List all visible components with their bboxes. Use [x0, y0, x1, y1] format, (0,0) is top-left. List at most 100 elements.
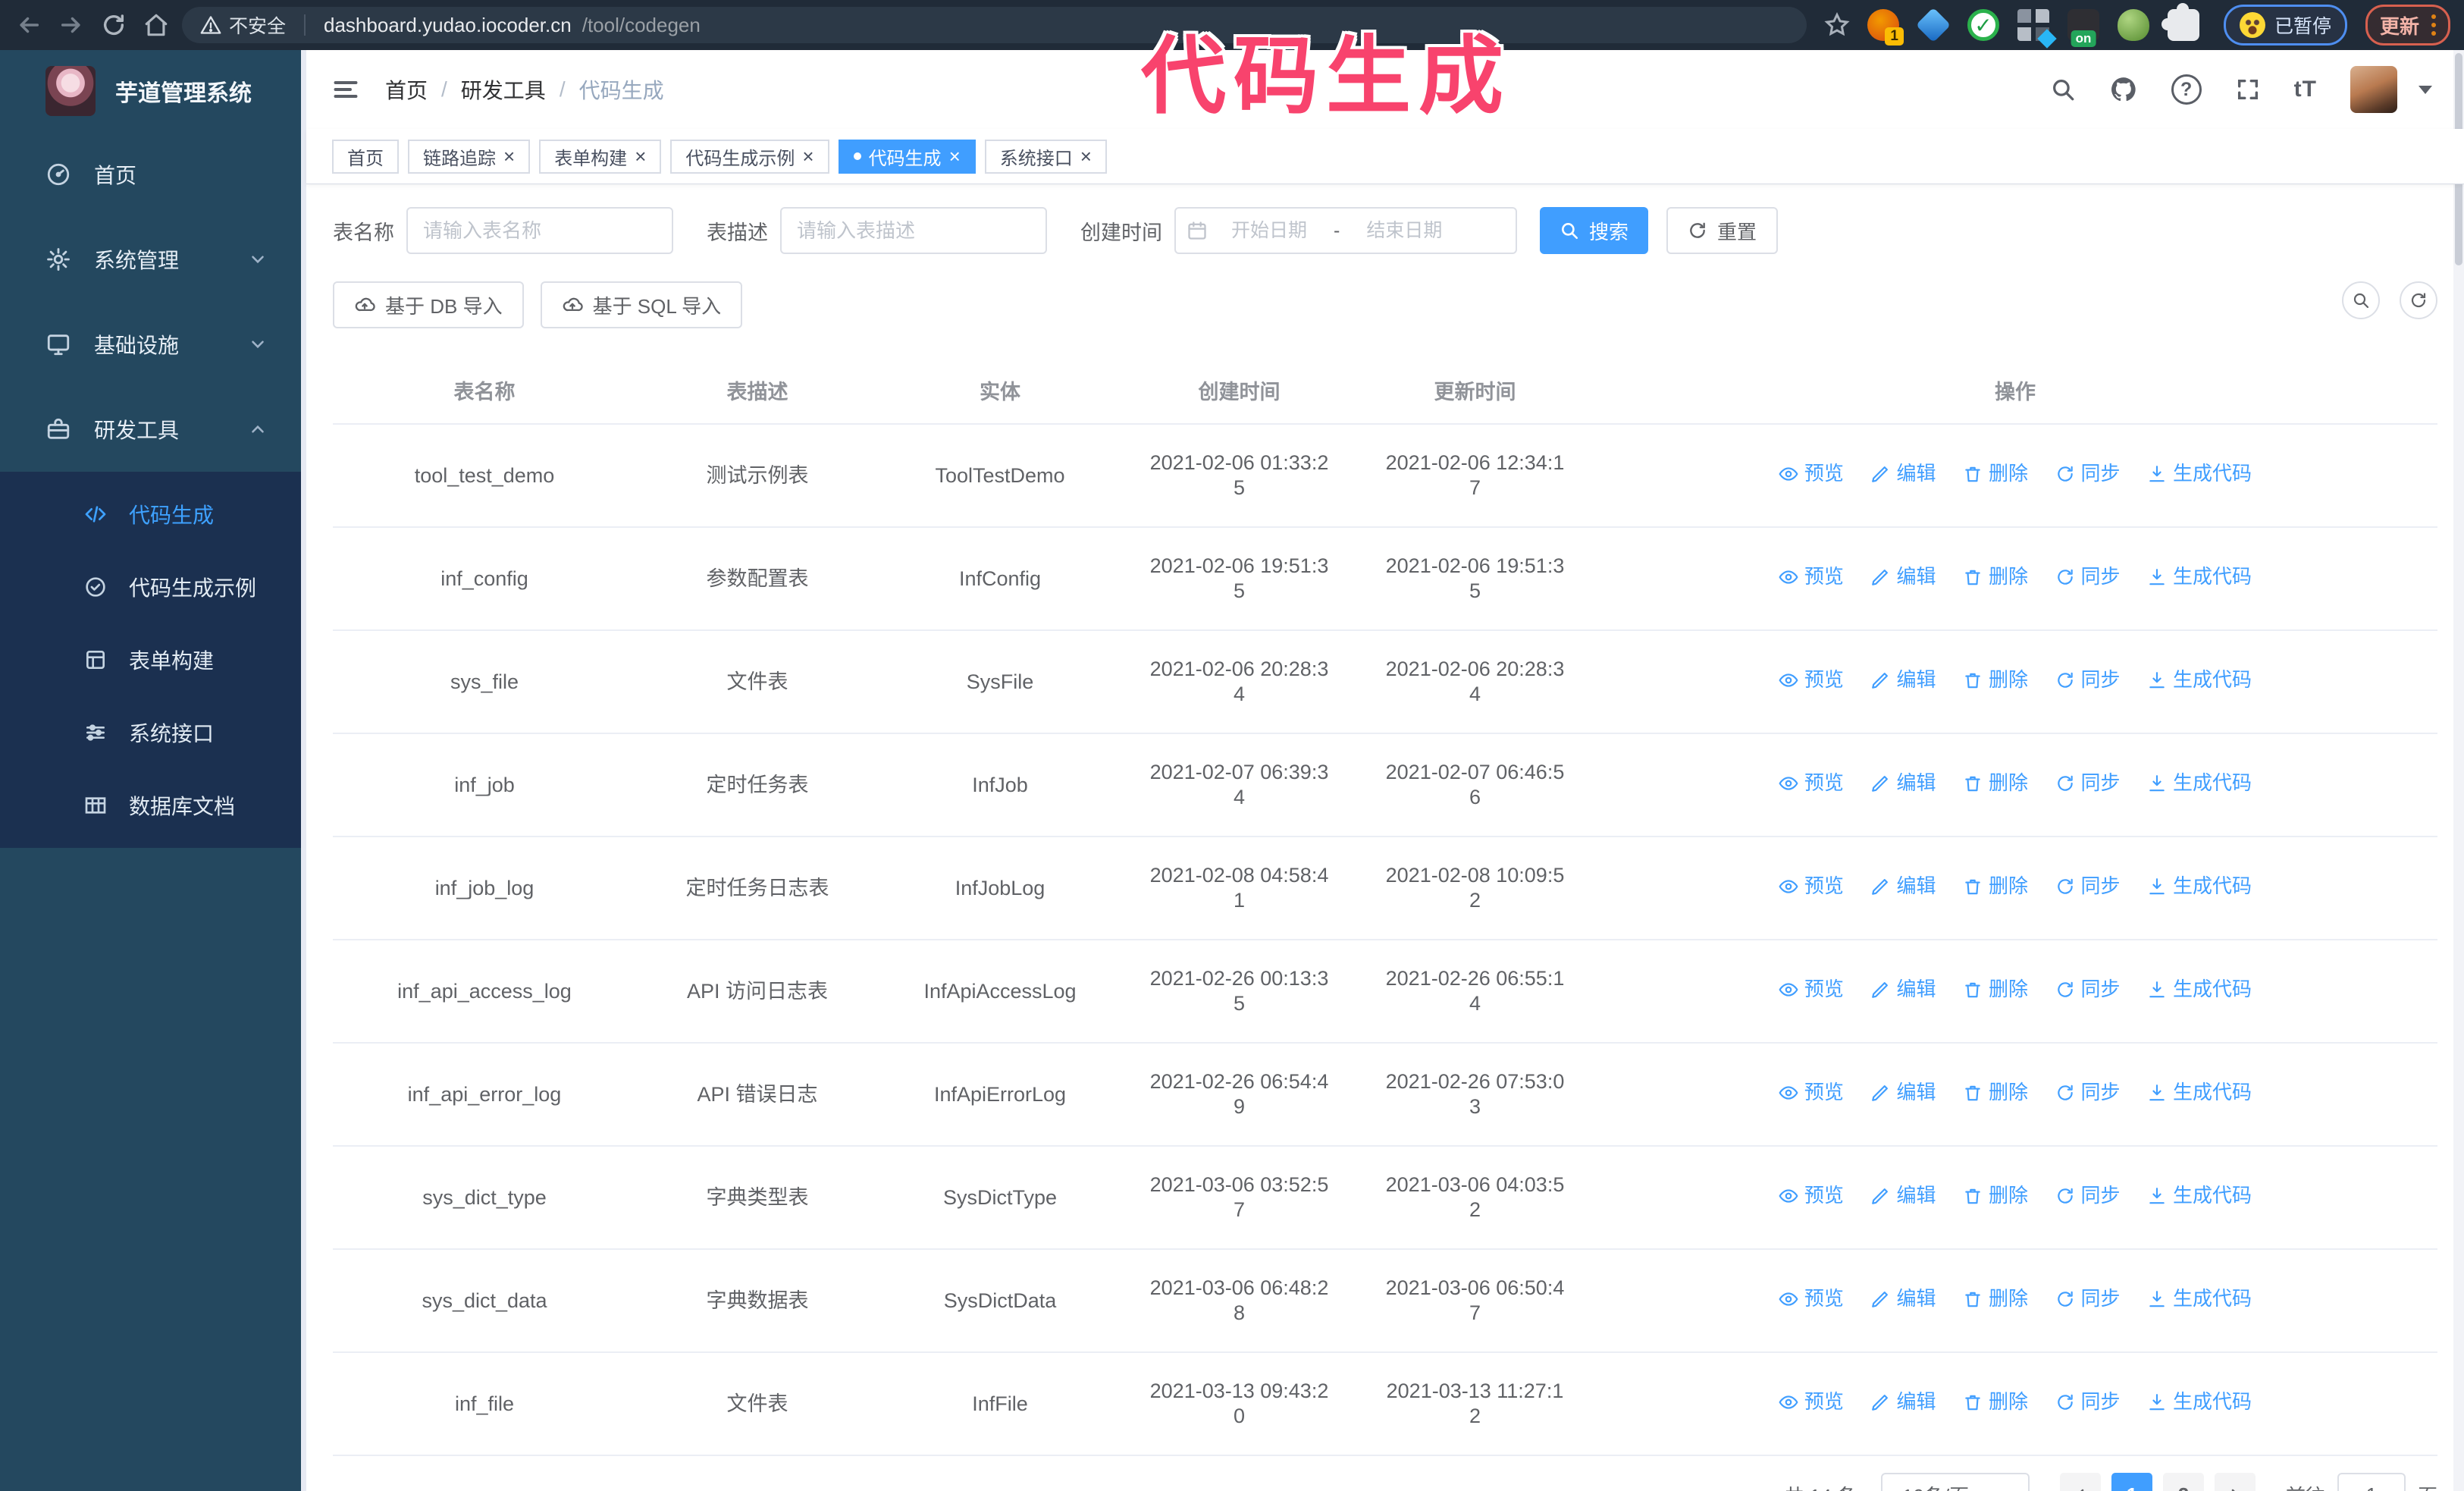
preview-link[interactable]: 预览: [1779, 977, 1844, 1002]
goto-page-input[interactable]: [2337, 1473, 2406, 1491]
extension-icon[interactable]: on: [2067, 9, 2099, 47]
tab-codegen-example[interactable]: 代码生成示例 ×: [670, 139, 829, 174]
page-button-1[interactable]: 1: [2111, 1473, 2152, 1491]
generate-code-link[interactable]: 生成代码: [2147, 461, 2252, 486]
edit-link[interactable]: 编辑: [1870, 1183, 1936, 1208]
generate-code-link[interactable]: 生成代码: [2147, 977, 2252, 1002]
table-name-input[interactable]: [406, 207, 673, 254]
edit-link[interactable]: 编辑: [1870, 667, 1936, 692]
sidebar-item-home[interactable]: 首页: [0, 132, 301, 217]
edit-link[interactable]: 编辑: [1870, 1080, 1936, 1105]
address-bar[interactable]: 不安全 dashboard.yudao.iocoder.cn/tool/code…: [182, 7, 1807, 43]
logo[interactable]: 芋道管理系统: [0, 50, 301, 132]
extension-icon[interactable]: [2118, 9, 2149, 41]
sync-link[interactable]: 同步: [2055, 977, 2121, 1002]
close-icon[interactable]: ×: [1080, 145, 1092, 168]
sidebar-item-system-api[interactable]: 系统接口: [0, 696, 301, 769]
hamburger-icon[interactable]: [332, 76, 359, 103]
page-button-2[interactable]: 2: [2162, 1473, 2204, 1491]
prev-page-button[interactable]: [2059, 1473, 2101, 1491]
preview-link[interactable]: 预览: [1779, 874, 1844, 899]
delete-link[interactable]: 删除: [1963, 564, 2028, 589]
delete-link[interactable]: 删除: [1963, 1389, 2028, 1414]
tab-codegen[interactable]: 代码生成 ×: [838, 139, 976, 174]
security-warning[interactable]: 不安全: [200, 11, 286, 39]
sidebar-item-codegen[interactable]: 代码生成: [0, 478, 301, 551]
edit-link[interactable]: 编辑: [1870, 1389, 1936, 1414]
delete-link[interactable]: 删除: [1963, 977, 2028, 1002]
breadcrumb-devtools[interactable]: 研发工具: [460, 79, 546, 102]
fullscreen-icon[interactable]: [2235, 77, 2261, 102]
generate-code-link[interactable]: 生成代码: [2147, 874, 2252, 899]
edit-link[interactable]: 编辑: [1870, 977, 1936, 1002]
preview-link[interactable]: 预览: [1779, 461, 1844, 486]
sidebar-item-infra[interactable]: 基础设施: [0, 302, 301, 387]
extensions-puzzle-icon[interactable]: [2161, 3, 2199, 41]
edit-link[interactable]: 编辑: [1870, 874, 1936, 899]
reload-icon[interactable]: [97, 8, 130, 42]
delete-link[interactable]: 删除: [1963, 1183, 2028, 1208]
back-icon[interactable]: [12, 8, 45, 42]
close-icon[interactable]: ×: [635, 145, 647, 168]
import-db-button[interactable]: 基于 DB 导入: [333, 281, 524, 328]
delete-link[interactable]: 删除: [1963, 1080, 2028, 1105]
chevron-down-icon[interactable]: [2419, 85, 2432, 94]
tab-home[interactable]: 首页: [332, 139, 399, 174]
toggle-search-button[interactable]: [2342, 281, 2380, 319]
preview-link[interactable]: 预览: [1779, 1080, 1844, 1105]
tab-system-api[interactable]: 系统接口 ×: [984, 139, 1107, 174]
date-range-picker[interactable]: -: [1174, 207, 1517, 254]
extension-icon[interactable]: [1915, 7, 1951, 43]
preview-link[interactable]: 预览: [1779, 564, 1844, 589]
generate-code-link[interactable]: 生成代码: [2147, 1389, 2252, 1414]
generate-code-link[interactable]: 生成代码: [2147, 1080, 2252, 1105]
sync-link[interactable]: 同步: [2055, 564, 2121, 589]
import-sql-button[interactable]: 基于 SQL 导入: [540, 281, 743, 328]
close-icon[interactable]: ×: [948, 145, 961, 168]
delete-link[interactable]: 删除: [1963, 667, 2028, 692]
page-size-select[interactable]: 10条/页: [1880, 1473, 2030, 1491]
sync-link[interactable]: 同步: [2055, 1080, 2121, 1105]
end-date-input[interactable]: [1343, 218, 1466, 243]
sync-link[interactable]: 同步: [2055, 1286, 2121, 1311]
start-date-input[interactable]: [1208, 218, 1331, 243]
generate-code-link[interactable]: 生成代码: [2147, 1286, 2252, 1311]
preview-link[interactable]: 预览: [1779, 667, 1844, 692]
preview-link[interactable]: 预览: [1779, 1286, 1844, 1311]
sync-link[interactable]: 同步: [2055, 1389, 2121, 1414]
generate-code-link[interactable]: 生成代码: [2147, 1183, 2252, 1208]
search-button[interactable]: 搜索: [1540, 207, 1649, 254]
extension-icon[interactable]: [2017, 9, 2057, 49]
delete-link[interactable]: 删除: [1963, 461, 2028, 486]
browser-update-button[interactable]: 更新: [2365, 5, 2451, 46]
avatar[interactable]: [2350, 66, 2397, 113]
close-icon[interactable]: ×: [503, 145, 516, 168]
edit-link[interactable]: 编辑: [1870, 461, 1936, 486]
generate-code-link[interactable]: 生成代码: [2147, 771, 2252, 796]
extension-icon[interactable]: 1: [1867, 9, 1904, 46]
sidebar-item-form-builder[interactable]: 表单构建: [0, 623, 301, 696]
preview-link[interactable]: 预览: [1779, 771, 1844, 796]
scrollbar[interactable]: [2453, 50, 2464, 1491]
font-size-icon[interactable]: tT: [2293, 77, 2317, 102]
sync-link[interactable]: 同步: [2055, 461, 2121, 486]
table-desc-input[interactable]: [780, 207, 1047, 254]
github-icon[interactable]: [2109, 75, 2138, 104]
sidebar-item-system[interactable]: 系统管理: [0, 217, 301, 302]
sidebar-item-db-doc[interactable]: 数据库文档: [0, 769, 301, 842]
generate-code-link[interactable]: 生成代码: [2147, 564, 2252, 589]
edit-link[interactable]: 编辑: [1870, 564, 1936, 589]
help-icon[interactable]: ?: [2171, 74, 2202, 105]
sync-link[interactable]: 同步: [2055, 771, 2121, 796]
sync-link[interactable]: 同步: [2055, 667, 2121, 692]
refresh-table-button[interactable]: [2400, 281, 2437, 319]
home-icon[interactable]: [140, 8, 173, 42]
profile-paused-badge[interactable]: 已暂停: [2224, 5, 2348, 46]
extension-icon[interactable]: ✓: [1967, 9, 1999, 41]
breadcrumb-home[interactable]: 首页: [385, 79, 428, 102]
tab-tracing[interactable]: 链路追踪 ×: [408, 139, 531, 174]
search-icon[interactable]: [2050, 77, 2076, 102]
sync-link[interactable]: 同步: [2055, 874, 2121, 899]
tab-form-builder[interactable]: 表单构建 ×: [539, 139, 662, 174]
reset-button[interactable]: 重置: [1666, 207, 1779, 254]
